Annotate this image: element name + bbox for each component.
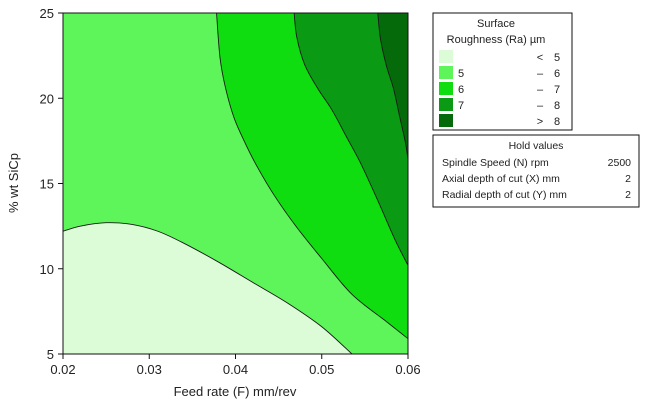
contour-line-7: [293, 13, 408, 266]
hold-values-rows: Spindle Speed (N) rpm 2500 Axial depth of …: [442, 157, 631, 201]
legend-sep: –: [537, 84, 544, 96]
legend-low: 6: [458, 84, 464, 96]
legend-title-line2: Roughness (Ra) µm: [447, 34, 546, 46]
y-tick-label: 10: [40, 262, 54, 277]
contour-fills: [63, 13, 408, 354]
contour-lines: [63, 13, 408, 354]
y-tick-label: 15: [40, 177, 54, 192]
legend-high: 5: [554, 52, 560, 64]
x-axis-title: Feed rate (F) mm/rev: [174, 384, 297, 399]
legend-op: <: [537, 52, 543, 64]
y-tick-label: 20: [40, 91, 54, 106]
legend: Surface Roughness (Ra) µm <55–66–77–8> 8: [432, 12, 573, 131]
legend-high: 8: [554, 116, 560, 128]
legend-high: 7: [554, 84, 560, 96]
x-tick-label: 0.04: [223, 362, 248, 377]
legend-items: <55–66–77–8> 8: [439, 50, 560, 128]
hold-values-title: Hold values: [509, 140, 564, 152]
hold-label: Spindle Speed (N) rpm: [442, 157, 549, 169]
contour-line-6: [216, 13, 408, 340]
axis-ticks: 0.02 0.03 0.04 0.05 0.06 5 10 15 20 25: [40, 6, 421, 377]
legend-swatch: [439, 82, 453, 95]
hold-values-box: [432, 134, 640, 208]
hold-label: Axial depth of cut (X) mm: [442, 173, 560, 185]
legend-low: 5: [458, 68, 464, 80]
y-tick-label: 5: [47, 347, 54, 362]
legend-low: 7: [458, 100, 464, 112]
x-tick-label: 0.05: [309, 362, 334, 377]
y-axis-title: % wt SiCp: [6, 153, 21, 213]
legend-swatch: [439, 66, 453, 79]
contour-line-5: [63, 222, 353, 354]
contour-line-8: [377, 13, 408, 160]
hold-values-table: Hold values Spindle Speed (N) rpm 2500 Axi…: [432, 134, 640, 208]
legend-high: 6: [554, 68, 560, 80]
legend-title-line1: Surface: [477, 18, 515, 30]
hold-label: Radial depth of cut (Y) mm: [442, 189, 567, 201]
legend-high: 8: [554, 100, 560, 112]
legend-swatch: [439, 114, 453, 127]
legend-swatch: [439, 98, 453, 111]
hold-value: 2: [625, 189, 631, 201]
legend-box: [432, 12, 573, 131]
x-tick-label: 0.02: [50, 362, 75, 377]
legend-op: >: [537, 116, 543, 128]
y-tick-label: 25: [40, 6, 54, 21]
legend-sep: –: [537, 68, 544, 80]
contour-region-7-8: [294, 13, 408, 266]
x-tick-label: 0.06: [395, 362, 420, 377]
legend-swatch: [439, 50, 453, 63]
hold-value: 2500: [608, 157, 632, 169]
hold-value: 2: [625, 173, 631, 185]
x-tick-label: 0.03: [137, 362, 162, 377]
legend-sep: –: [537, 100, 544, 112]
